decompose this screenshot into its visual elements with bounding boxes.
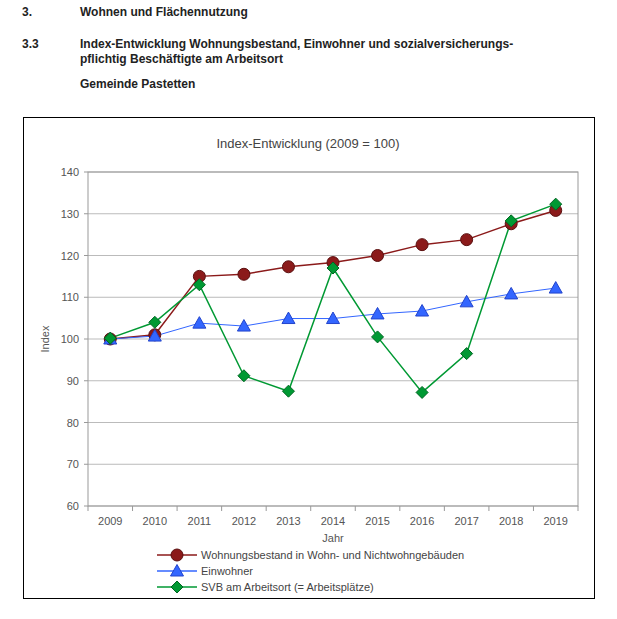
data-point xyxy=(193,279,205,291)
grid-line xyxy=(88,213,578,214)
y-tick xyxy=(84,464,88,465)
data-point xyxy=(238,370,250,382)
plot-frame xyxy=(88,172,578,506)
y-tick xyxy=(84,422,88,423)
data-point xyxy=(149,329,161,341)
y-tick-label: 120 xyxy=(61,250,79,262)
data-point xyxy=(372,331,384,343)
x-tick-label: 2016 xyxy=(410,515,434,527)
x-tick-label: 2010 xyxy=(143,515,167,527)
x-tick xyxy=(310,506,311,511)
data-point xyxy=(505,215,517,227)
data-point xyxy=(104,333,117,345)
y-axis-label: Index xyxy=(39,325,51,352)
legend-label: Wohnungsbestand in Wohn- und Nichtwohnge… xyxy=(201,549,464,561)
section-number: 3. xyxy=(22,5,32,19)
x-tick xyxy=(578,506,579,511)
x-tick-label: 2017 xyxy=(454,515,478,527)
y-tick-label: 140 xyxy=(61,166,79,178)
x-tick-label: 2015 xyxy=(365,515,389,527)
series-group xyxy=(104,198,562,398)
grid-line xyxy=(88,297,578,298)
data-point xyxy=(238,268,250,280)
legend-marker xyxy=(171,565,184,577)
x-tick xyxy=(221,506,222,511)
x-tick xyxy=(533,506,534,511)
x-tick-label: 2011 xyxy=(188,515,212,527)
data-point xyxy=(416,386,428,398)
data-point xyxy=(372,250,384,262)
y-tick xyxy=(84,297,88,298)
data-point xyxy=(461,234,473,246)
x-tick xyxy=(488,506,489,511)
series-line xyxy=(110,210,555,339)
x-tick xyxy=(266,506,267,511)
municipality: Gemeinde Pastetten xyxy=(80,77,195,91)
y-tick-label: 100 xyxy=(61,333,79,345)
data-point xyxy=(461,348,473,360)
y-tick-label: 60 xyxy=(67,500,79,512)
x-tick-label: 2012 xyxy=(232,515,256,527)
data-point xyxy=(327,262,339,274)
grid-line xyxy=(88,380,578,381)
legend-label: Einwohner xyxy=(201,565,253,577)
data-point xyxy=(104,332,116,344)
x-tick-label: 2018 xyxy=(499,515,523,527)
data-point xyxy=(327,312,340,324)
subsection-title: pflichtig Beschäftigte am Arbeitsort xyxy=(80,52,283,66)
data-point xyxy=(416,305,429,317)
data-point xyxy=(193,317,206,329)
data-point xyxy=(550,198,562,210)
y-tick xyxy=(84,339,88,340)
y-tick-label: 70 xyxy=(67,458,79,470)
x-tick xyxy=(132,506,133,511)
chart-frame xyxy=(24,118,595,599)
data-point xyxy=(371,307,384,319)
data-point xyxy=(148,330,161,342)
subsection-title: Index-Entwicklung Wohnungsbestand, Einwo… xyxy=(80,37,513,51)
y-tick-label: 90 xyxy=(67,375,79,387)
x-tick xyxy=(177,506,178,511)
grid-line xyxy=(88,422,578,423)
data-point xyxy=(282,385,294,397)
data-point xyxy=(282,312,295,324)
chart-title: Index-Entwicklung (2009 = 100) xyxy=(216,136,399,151)
x-tick-label: 2014 xyxy=(321,515,345,527)
grid-line xyxy=(88,255,578,256)
x-tick xyxy=(399,506,400,511)
x-tick xyxy=(88,506,89,511)
x-tick xyxy=(355,506,356,511)
series-line xyxy=(110,288,555,339)
y-tick xyxy=(84,213,88,214)
data-point xyxy=(237,320,250,332)
y-tick-label: 110 xyxy=(61,291,79,303)
y-tick-label: 80 xyxy=(67,417,79,429)
data-point xyxy=(416,239,428,251)
series-line xyxy=(110,204,555,392)
data-point xyxy=(104,333,116,345)
y-tick xyxy=(84,506,88,507)
data-point xyxy=(460,295,473,307)
data-point xyxy=(549,282,562,294)
y-tick xyxy=(84,255,88,256)
grid-line xyxy=(88,464,578,465)
x-tick-label: 2019 xyxy=(543,515,567,527)
legend-marker xyxy=(171,581,183,593)
subsection-number: 3.3 xyxy=(22,37,39,51)
data-point xyxy=(282,261,294,273)
y-tick xyxy=(84,172,88,173)
x-axis-label: Jahr xyxy=(322,532,344,544)
x-tick-label: 2013 xyxy=(276,515,300,527)
data-point xyxy=(505,287,518,299)
legend-label: SVB am Arbeitsort (= Arbeitsplätze) xyxy=(201,581,374,593)
y-tick xyxy=(84,380,88,381)
x-tick xyxy=(444,506,445,511)
x-tick-label: 2009 xyxy=(98,515,122,527)
page: 3. Wohnen und Flächennutzung 3.3 Index-Entw… xyxy=(0,0,617,619)
y-tick-label: 130 xyxy=(61,208,79,220)
data-point xyxy=(149,316,161,328)
section-title: Wohnen und Flächennutzung xyxy=(80,5,248,19)
legend-marker xyxy=(171,549,183,561)
grid-line xyxy=(88,339,578,340)
